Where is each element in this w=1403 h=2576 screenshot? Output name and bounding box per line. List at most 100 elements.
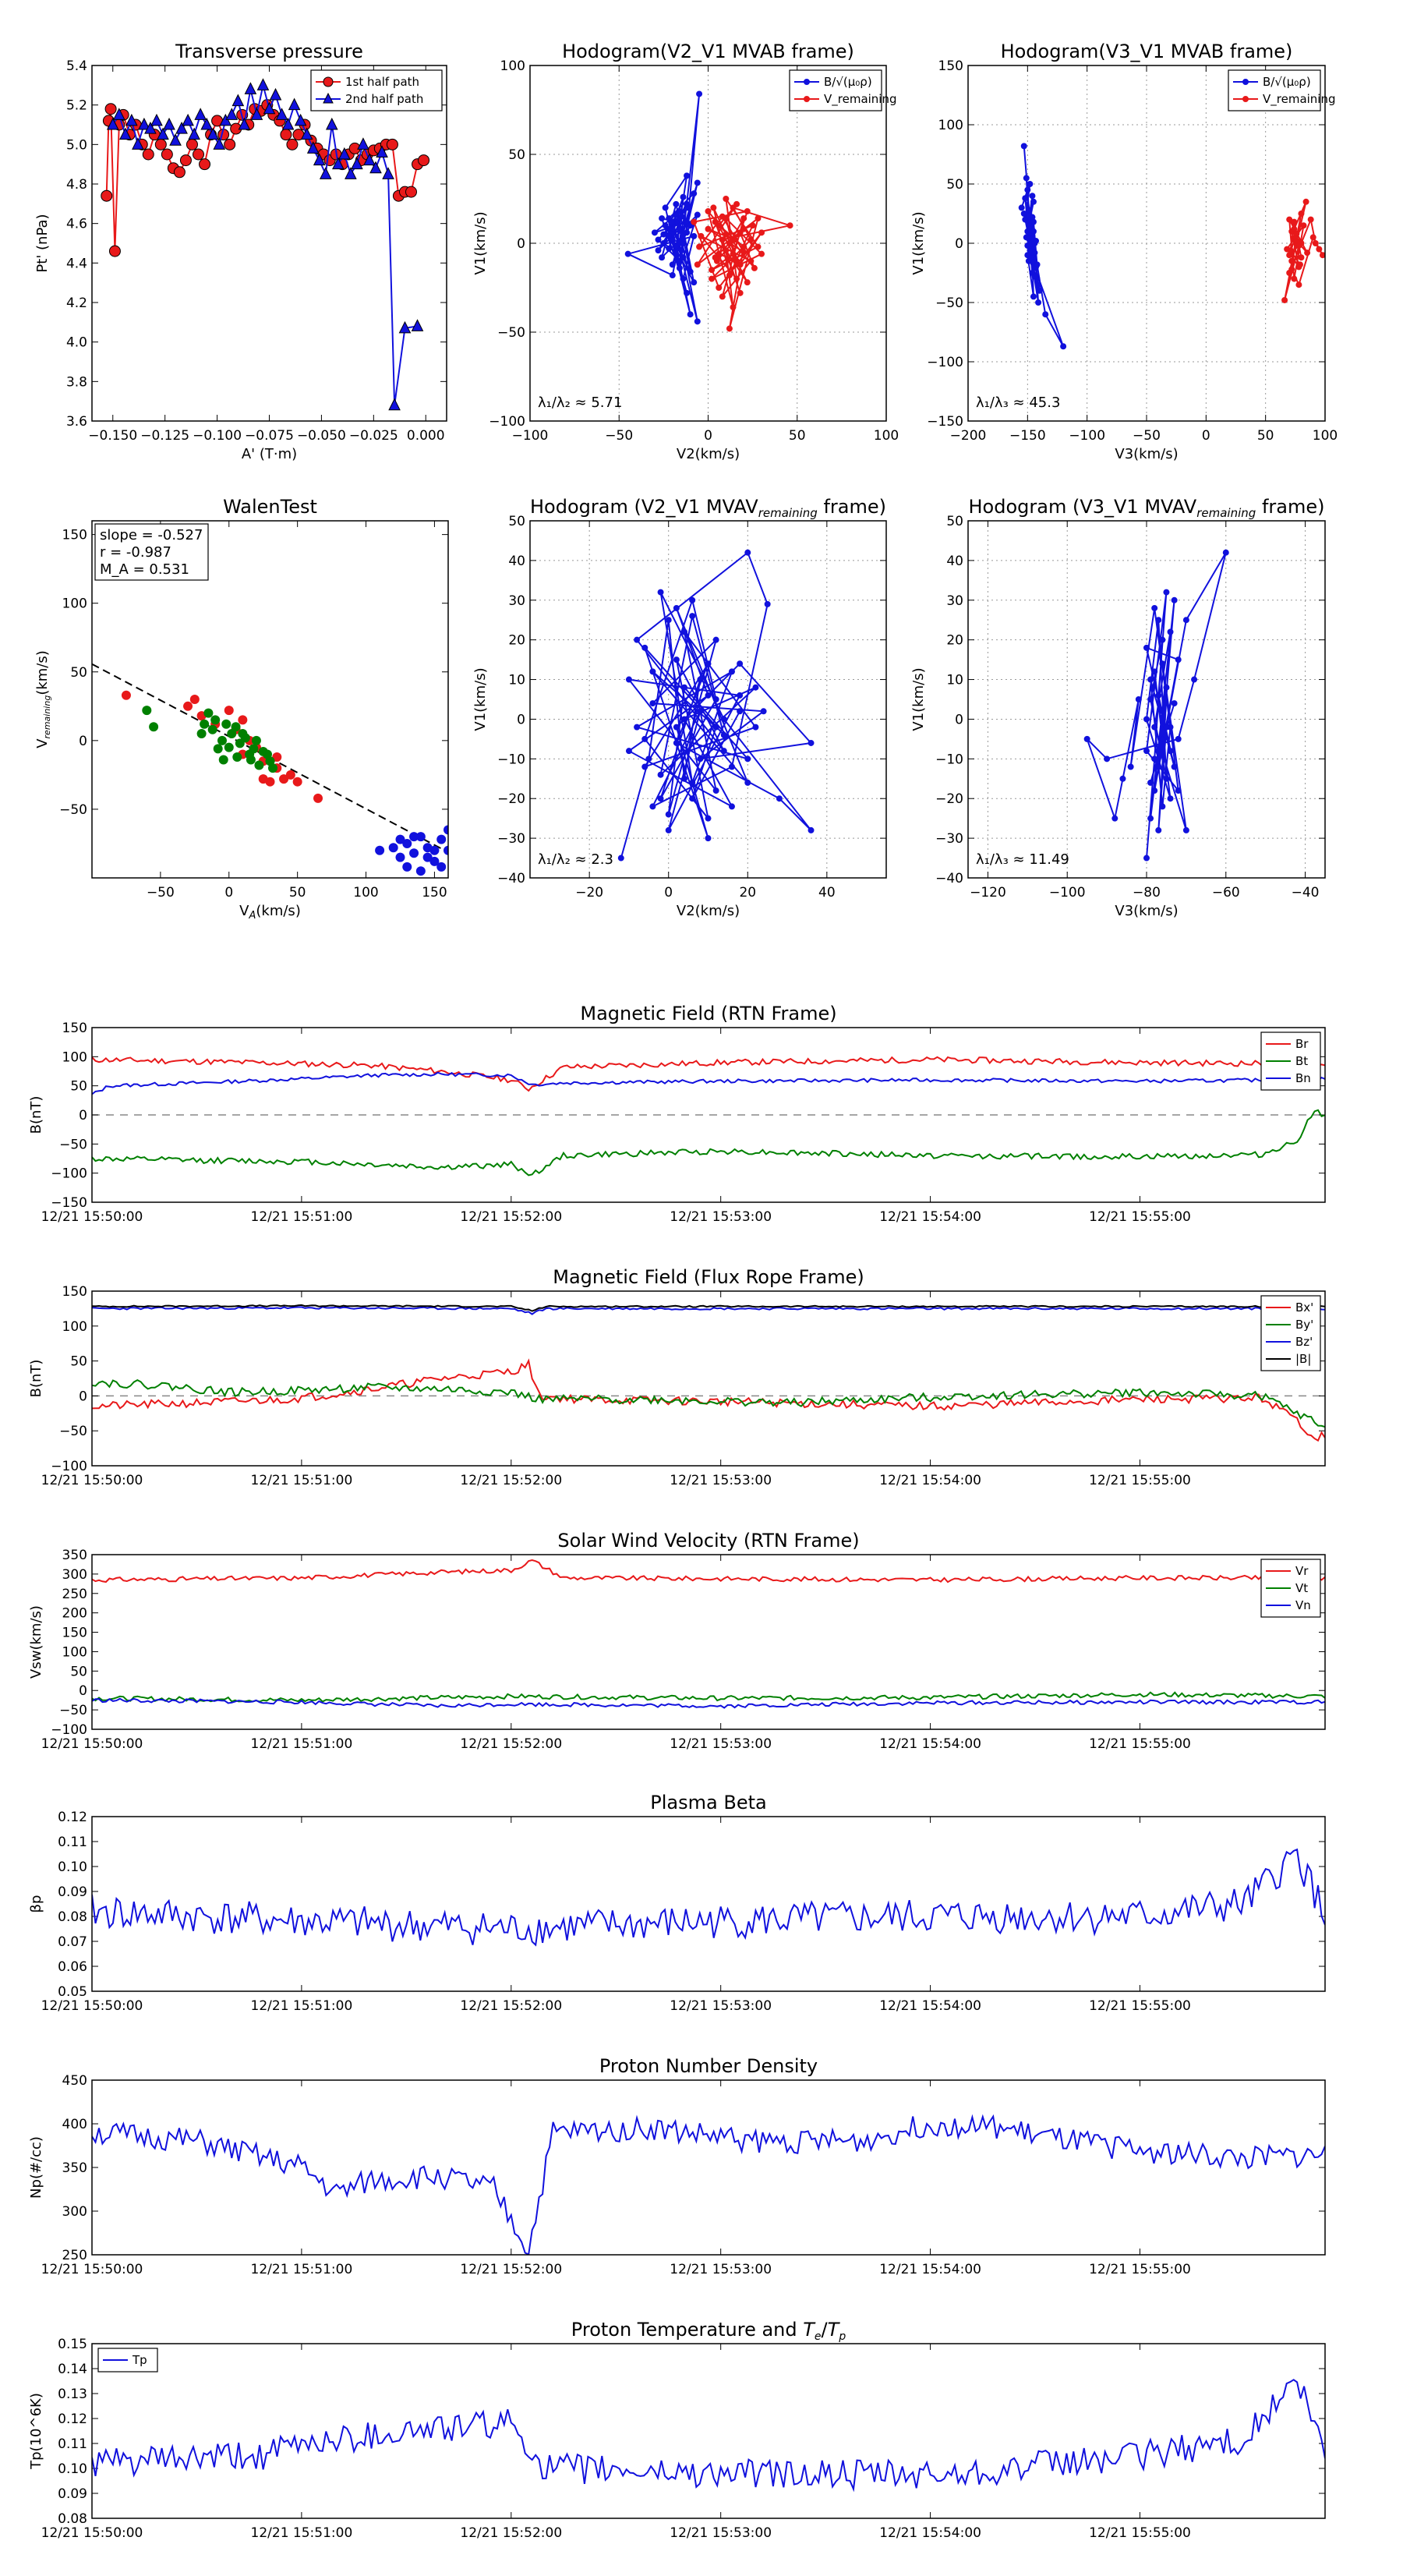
data-point	[666, 225, 673, 232]
data-point	[1151, 755, 1158, 763]
data-point	[161, 148, 173, 161]
chart-ts5: Proton Number Density 12/21 15:50:00 12/21…	[28, 2055, 1326, 2277]
plot-area	[92, 2114, 1325, 2255]
data-point	[1027, 181, 1034, 187]
data-point	[415, 866, 426, 876]
axes-frame	[91, 2079, 1326, 2256]
data-point	[726, 272, 733, 279]
data-point	[689, 779, 696, 786]
data-point	[684, 229, 691, 236]
y-tick-label: −100	[51, 1722, 87, 1738]
y-tick-label: −50	[59, 1137, 87, 1152]
series-line-br	[92, 1056, 1325, 1092]
data-point	[697, 676, 704, 683]
chart-ts1: Magnetic Field (RTN Frame) 12/21 15:50:00…	[28, 1003, 1326, 1225]
y-axis-label: V1(km/s)	[472, 667, 489, 731]
plot-area	[101, 78, 430, 411]
plot-area	[617, 549, 815, 862]
y-tick-label: −50	[497, 325, 525, 341]
x-tick-label: −0.075	[245, 428, 294, 444]
y-tick-label: 20	[508, 633, 525, 649]
data-point	[200, 719, 210, 729]
chart-title: Hodogram(V2_V1 MVAB frame)	[562, 41, 854, 62]
data-point	[1293, 230, 1300, 237]
data-point	[313, 153, 326, 166]
series-line-beta	[92, 1848, 1325, 1947]
stats-box	[94, 523, 209, 581]
data-point	[1060, 343, 1067, 350]
data-point	[286, 138, 299, 150]
y-tick-label: 0.15	[58, 2337, 87, 2352]
data-point	[409, 848, 419, 858]
data-point	[402, 838, 412, 848]
y-tick-label: 4.6	[66, 217, 87, 232]
data-point	[1119, 775, 1126, 782]
axes-frame	[91, 520, 449, 879]
data-point	[405, 186, 417, 198]
axes-frame	[91, 1290, 1326, 1467]
y-tick-label: 50	[70, 1664, 87, 1679]
data-point	[669, 272, 676, 279]
data-point	[645, 755, 652, 763]
data-point	[1147, 779, 1154, 786]
data-point	[776, 795, 783, 802]
plot-area	[92, 1304, 1325, 1442]
data-point	[716, 250, 723, 257]
data-point	[121, 690, 131, 700]
y-tick-label: 0.14	[58, 2362, 87, 2377]
data-point	[731, 236, 738, 243]
x-tick-label: 12/21 15:54:00	[879, 1998, 981, 2014]
x-tick-label: 100	[1313, 428, 1338, 444]
y-tick-label: −30	[497, 831, 525, 847]
series-line-vn	[92, 1697, 1325, 1709]
x-tick-label: −20	[575, 885, 603, 901]
x-tick-label: 12/21 15:54:00	[879, 1473, 981, 1488]
data-point	[719, 293, 726, 300]
y-tick-label: −50	[935, 295, 963, 311]
data-point	[395, 834, 405, 844]
data-point	[1031, 273, 1038, 280]
y-tick-label: 0.11	[58, 2436, 87, 2452]
data-point	[173, 166, 186, 179]
data-point	[737, 289, 744, 296]
plot-area	[1018, 143, 1325, 350]
data-point	[655, 247, 662, 254]
data-point	[132, 137, 144, 150]
data-point	[634, 636, 641, 643]
data-point	[224, 706, 234, 716]
data-point	[710, 204, 717, 211]
data-point	[687, 311, 694, 318]
data-point	[758, 229, 765, 236]
chart-ts2: Magnetic Field (Flux Rope Frame) 12/21 15…	[28, 1266, 1326, 1488]
data-point	[1159, 735, 1166, 742]
data-point	[1135, 696, 1142, 702]
plot-area	[92, 1848, 1325, 1947]
data-point	[1167, 628, 1174, 635]
y-tick-label: 0.10	[58, 1859, 87, 1875]
data-point	[351, 157, 363, 170]
data-point	[415, 832, 426, 842]
data-point	[720, 748, 727, 755]
data-point	[1155, 617, 1162, 624]
y-tick-label: −40	[935, 871, 963, 886]
legend-label: V_remaining	[824, 92, 897, 107]
x-tick-label: −0.125	[140, 428, 189, 444]
chart-title: WalenTest	[223, 496, 317, 518]
data-point	[665, 811, 672, 818]
y-tick-label: −150	[927, 414, 963, 430]
data-point	[641, 763, 648, 770]
y-tick-label: 50	[508, 147, 525, 163]
data-point	[279, 774, 289, 784]
x-tick-label: 12/21 15:54:00	[879, 1736, 981, 1752]
x-tick-label: 12/21 15:51:00	[251, 1473, 353, 1488]
data-point	[1151, 787, 1158, 794]
y-tick-label: 10	[946, 673, 963, 688]
y-tick-label: 0.12	[58, 1810, 87, 1825]
data-point	[1291, 275, 1298, 282]
data-point	[673, 604, 680, 611]
x-tick-label: −120	[970, 885, 1006, 901]
data-point	[1307, 216, 1314, 223]
legend: B/√(μ₀ρ) V_remaining	[789, 69, 897, 111]
data-point	[1159, 660, 1166, 667]
